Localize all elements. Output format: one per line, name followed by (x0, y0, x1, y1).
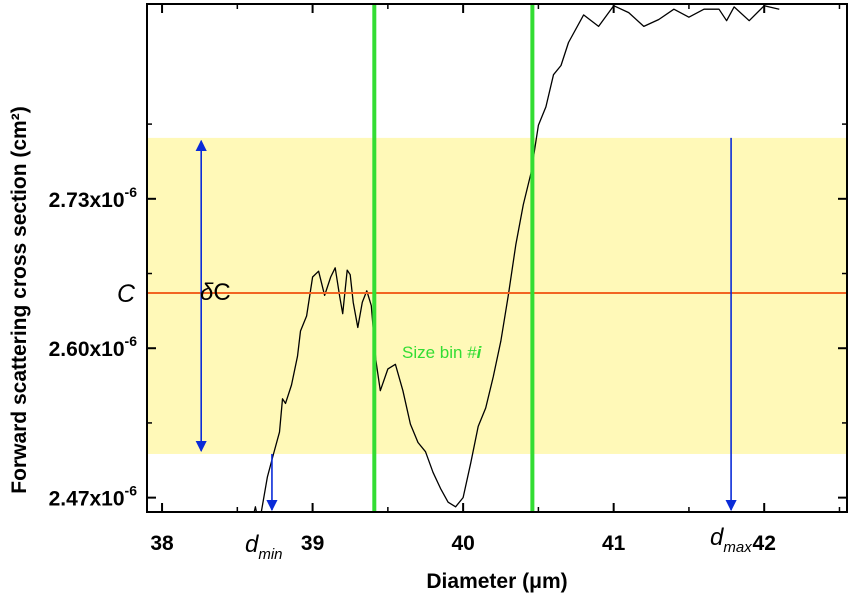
d-min-main: d (245, 531, 259, 558)
d-min-label: dmin (245, 531, 283, 563)
x-tick-label: 39 (301, 532, 324, 555)
y-tick-label: 2.73x10-6 (49, 184, 138, 212)
c-label: C (117, 280, 136, 308)
series-line (253, 5, 780, 512)
d-max-main: d (710, 524, 724, 551)
delta-c-letter: C (213, 279, 230, 306)
d-max-label: dmax (710, 524, 752, 556)
x-axis-title: Diameter (μm) (426, 570, 567, 593)
x-tick-label: 41 (602, 532, 626, 555)
plot-area (147, 4, 847, 512)
delta-c-label: δC (200, 279, 231, 306)
d-min-sub: min (258, 546, 282, 563)
x-tick-label: 38 (150, 532, 174, 555)
d-max-sub: max (723, 539, 752, 556)
size-bin-index: i (477, 343, 483, 362)
x-tick-label: 42 (753, 532, 776, 555)
size-bin-text: Size bin # (402, 343, 477, 362)
x-axis-ticks: 38 39 40 41 42 (150, 4, 841, 555)
uncertainty-band (147, 137, 847, 454)
y-tick-label: 2.47x10-6 (49, 483, 138, 511)
size-bin-label: Size bin #i (402, 343, 483, 362)
y-axis-ticks: 2.47x10-6 2.60x10-6 2.73x10-6 (49, 123, 847, 511)
x-tick-label: 40 (451, 532, 474, 555)
y-tick-label: 2.60x10-6 (49, 333, 138, 361)
delta-symbol: δ (200, 279, 214, 306)
y-axis-title: Forward scattering cross section (cm²) (8, 106, 31, 493)
plot-frame (146, 3, 848, 513)
